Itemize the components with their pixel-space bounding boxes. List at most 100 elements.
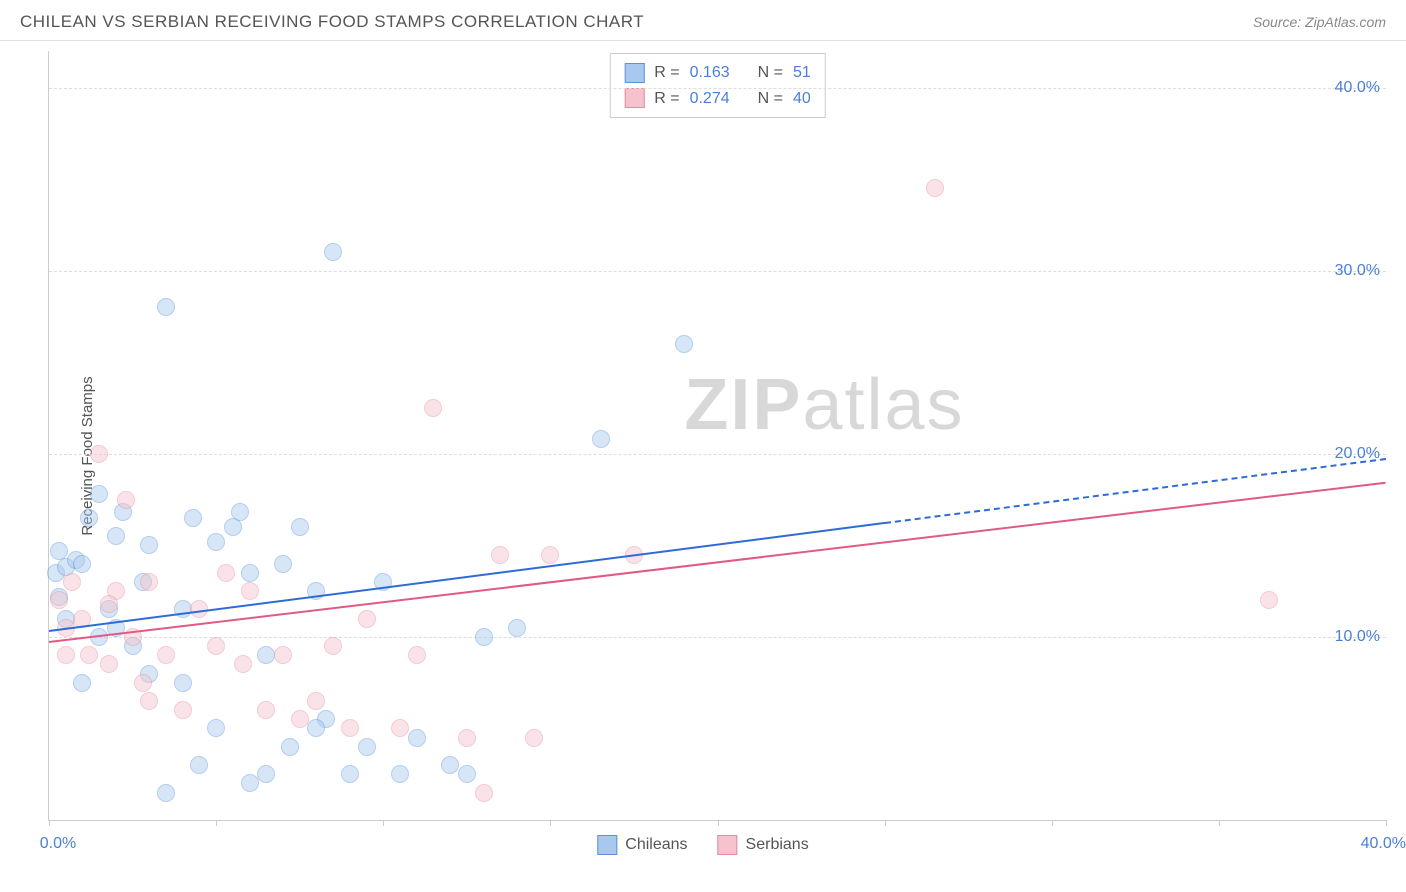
data-point	[134, 674, 152, 692]
n-value: 40	[793, 86, 811, 112]
data-point	[63, 573, 81, 591]
r-value: 0.274	[690, 86, 730, 112]
watermark: ZIPatlas	[684, 364, 964, 446]
y-tick-label: 30.0%	[1335, 262, 1380, 280]
data-point	[157, 784, 175, 802]
data-point	[80, 646, 98, 664]
data-point	[117, 491, 135, 509]
x-axis-min-label: 0.0%	[40, 835, 76, 853]
data-point	[525, 729, 543, 747]
data-point	[217, 564, 235, 582]
data-point	[408, 646, 426, 664]
data-point	[291, 710, 309, 728]
data-point	[257, 646, 275, 664]
legend-item: Chileans	[597, 835, 687, 855]
data-point	[408, 729, 426, 747]
data-point	[441, 756, 459, 774]
data-point	[174, 701, 192, 719]
x-axis-max-label: 40.0%	[1361, 835, 1406, 853]
chart-header: CHILEAN VS SERBIAN RECEIVING FOOD STAMPS…	[0, 0, 1406, 41]
trend-line	[49, 522, 885, 632]
data-point	[358, 738, 376, 756]
stats-legend-row: R = 0.274 N = 40	[624, 86, 811, 112]
data-point	[458, 729, 476, 747]
gridline	[49, 637, 1386, 638]
x-tick	[718, 820, 719, 826]
data-point	[50, 542, 68, 560]
data-point	[926, 179, 944, 197]
data-point	[257, 765, 275, 783]
data-point	[307, 719, 325, 737]
x-tick	[550, 820, 551, 826]
r-label: R =	[654, 60, 679, 86]
y-tick-label: 10.0%	[1335, 628, 1380, 646]
data-point	[391, 719, 409, 737]
chart-title: CHILEAN VS SERBIAN RECEIVING FOOD STAMPS…	[20, 12, 644, 32]
data-point	[207, 533, 225, 551]
r-label: R =	[654, 86, 679, 112]
data-point	[100, 595, 118, 613]
r-value: 0.163	[690, 60, 730, 86]
x-tick	[885, 820, 886, 826]
x-tick	[1219, 820, 1220, 826]
legend-swatch	[597, 835, 617, 855]
data-point	[241, 582, 259, 600]
n-label: N =	[758, 60, 783, 86]
data-point	[80, 509, 98, 527]
data-point	[140, 573, 158, 591]
stats-legend: R = 0.163 N = 51 R = 0.274 N = 40	[609, 53, 826, 118]
data-point	[475, 784, 493, 802]
data-point	[541, 546, 559, 564]
data-point	[184, 509, 202, 527]
n-label: N =	[758, 86, 783, 112]
data-point	[491, 546, 509, 564]
data-point	[241, 564, 259, 582]
legend-item: Serbians	[718, 835, 809, 855]
chart-source: Source: ZipAtlas.com	[1253, 14, 1386, 30]
data-point	[207, 719, 225, 737]
data-point	[140, 692, 158, 710]
data-point	[231, 503, 249, 521]
data-point	[274, 646, 292, 664]
x-tick	[49, 820, 50, 826]
data-point	[475, 628, 493, 646]
data-point	[50, 591, 68, 609]
data-point	[508, 619, 526, 637]
data-point	[458, 765, 476, 783]
data-point	[90, 445, 108, 463]
data-point	[358, 610, 376, 628]
data-point	[140, 536, 158, 554]
data-point	[234, 655, 252, 673]
data-point	[157, 646, 175, 664]
data-point	[190, 756, 208, 774]
x-tick	[383, 820, 384, 826]
gridline	[49, 88, 1386, 89]
x-tick	[216, 820, 217, 826]
data-point	[257, 701, 275, 719]
data-point	[281, 738, 299, 756]
gridline	[49, 271, 1386, 272]
data-point	[107, 527, 125, 545]
data-point	[341, 765, 359, 783]
plot-region: ZIPatlas R = 0.163 N = 51 R = 0.274 N = 40 10.0…	[48, 51, 1386, 821]
series-legend: Chileans Serbians	[597, 835, 808, 855]
data-point	[307, 692, 325, 710]
data-point	[73, 555, 91, 573]
data-point	[1260, 591, 1278, 609]
data-point	[174, 674, 192, 692]
data-point	[207, 637, 225, 655]
x-tick	[1052, 820, 1053, 826]
data-point	[424, 399, 442, 417]
data-point	[90, 485, 108, 503]
legend-label: Serbians	[746, 836, 809, 854]
data-point	[324, 637, 342, 655]
data-point	[274, 555, 292, 573]
data-point	[675, 335, 693, 353]
legend-swatch	[718, 835, 738, 855]
data-point	[324, 243, 342, 261]
n-value: 51	[793, 60, 811, 86]
y-tick-label: 40.0%	[1335, 79, 1380, 97]
legend-swatch	[624, 63, 644, 83]
data-point	[391, 765, 409, 783]
data-point	[157, 298, 175, 316]
